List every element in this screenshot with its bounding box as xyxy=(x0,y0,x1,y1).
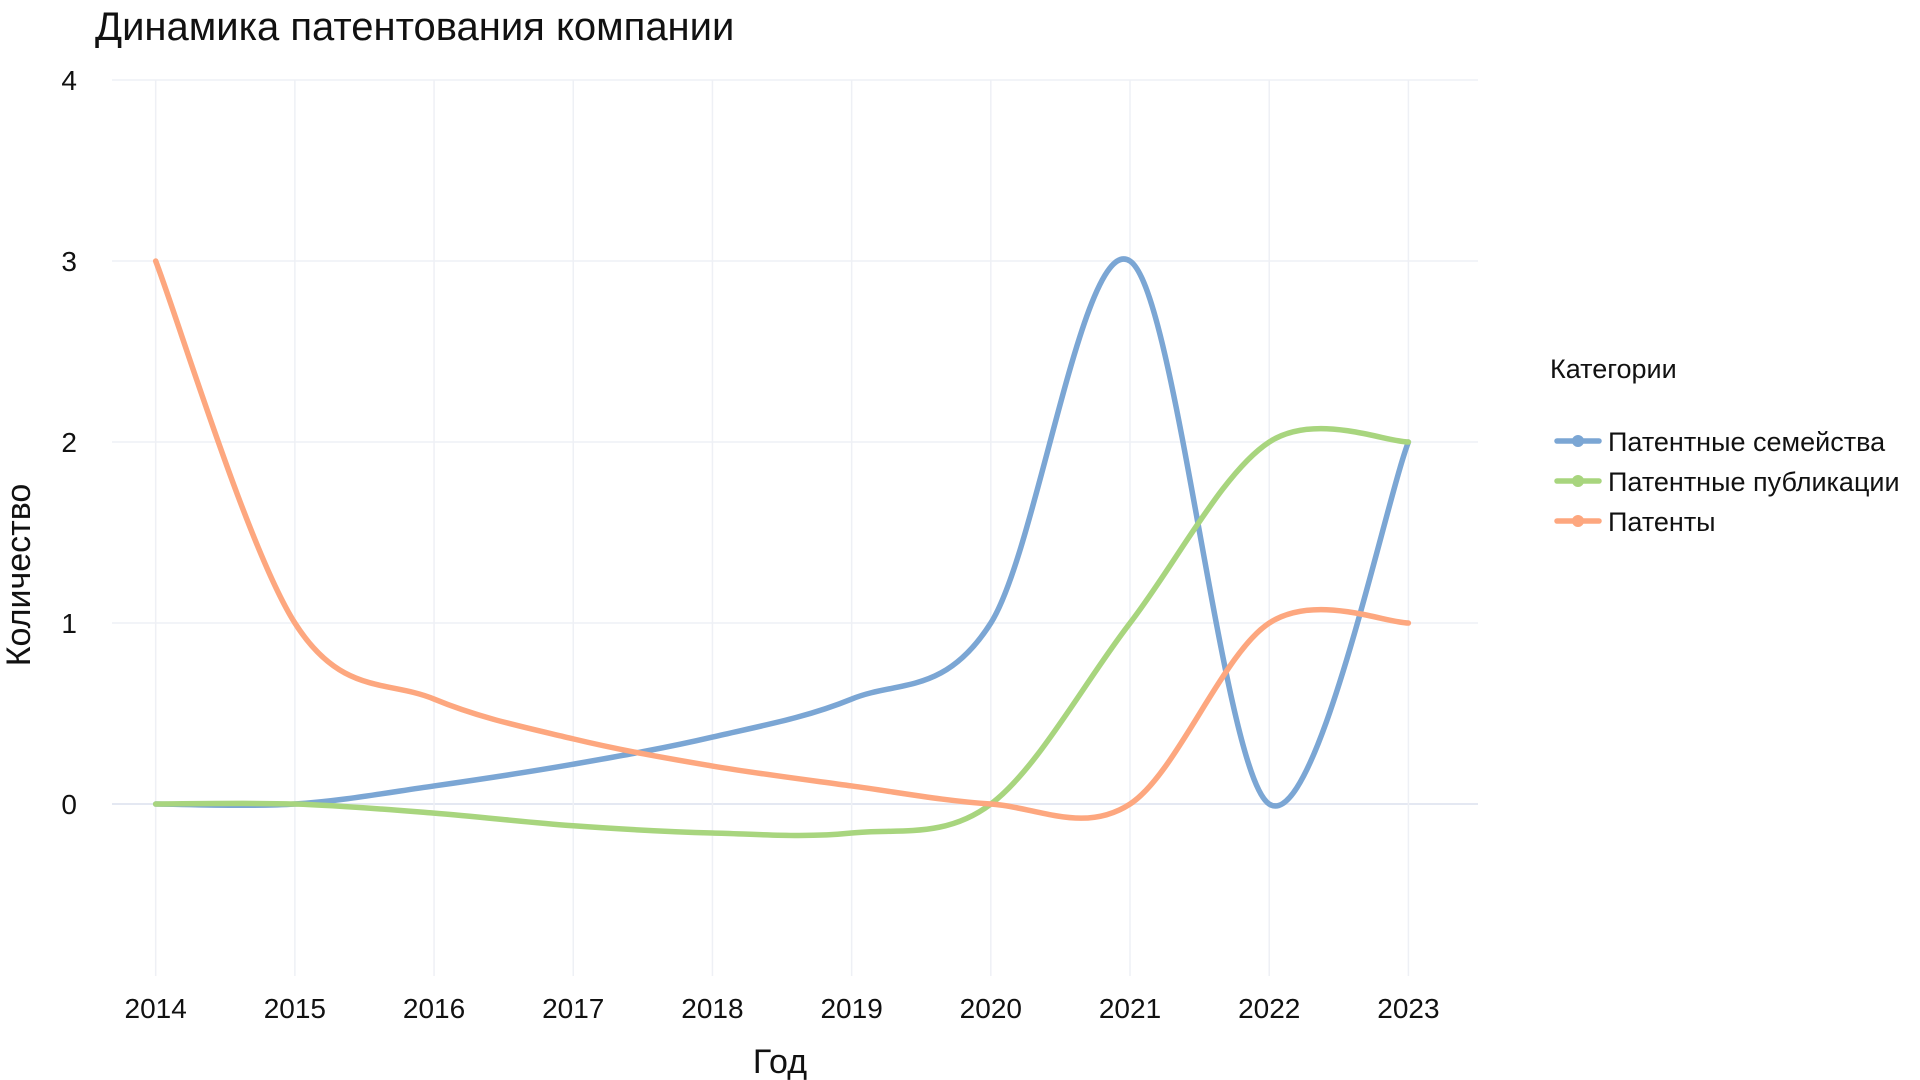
legend-swatch-marker xyxy=(1572,515,1584,527)
y-tick-label: 2 xyxy=(61,427,77,458)
x-tick-label: 2023 xyxy=(1377,993,1439,1024)
y-tick-label: 1 xyxy=(61,608,77,639)
series-line-2 xyxy=(152,425,1412,839)
legend-label: Патенты xyxy=(1608,507,1716,537)
x-tick-label: 2022 xyxy=(1238,993,1300,1024)
legend-title: Категории xyxy=(1550,354,1677,384)
y-tick-label: 0 xyxy=(61,789,77,820)
legend-swatch-marker xyxy=(1572,435,1584,447)
legend: Категории Патентные семейства Патентные п… xyxy=(1550,354,1900,537)
legend-label: Патентные публикации xyxy=(1608,467,1900,497)
series-lines xyxy=(152,256,1412,839)
legend-items: Патентные семейства Патентные публикации П… xyxy=(1554,427,1900,537)
x-tick-label: 2017 xyxy=(542,993,604,1024)
chart-title: Динамика патентования компании xyxy=(95,5,734,49)
x-tick-label: 2019 xyxy=(820,993,882,1024)
y-axis-title: Количество xyxy=(0,484,38,667)
x-tick-label: 2015 xyxy=(264,993,326,1024)
y-axis-ticks: 0 1 2 3 4 xyxy=(61,65,77,820)
y-tick-label: 4 xyxy=(61,65,77,96)
grid xyxy=(112,79,1478,976)
x-tick-label: 2014 xyxy=(125,993,187,1024)
y-tick-label: 3 xyxy=(61,246,77,277)
series-line-3 xyxy=(152,258,1412,821)
legend-label: Патентные семейства xyxy=(1608,427,1886,457)
x-axis-title: Год xyxy=(753,1043,807,1080)
series-line-1 xyxy=(152,256,1412,809)
x-axis-ticks: 2014 2015 2016 2017 2018 2019 2020 2021 2022 2023 xyxy=(125,993,1440,1024)
x-tick-label: 2020 xyxy=(960,993,1022,1024)
x-tick-label: 2018 xyxy=(681,993,743,1024)
legend-swatch-marker xyxy=(1572,475,1584,487)
x-tick-label: 2021 xyxy=(1099,993,1161,1024)
x-tick-label: 2016 xyxy=(403,993,465,1024)
